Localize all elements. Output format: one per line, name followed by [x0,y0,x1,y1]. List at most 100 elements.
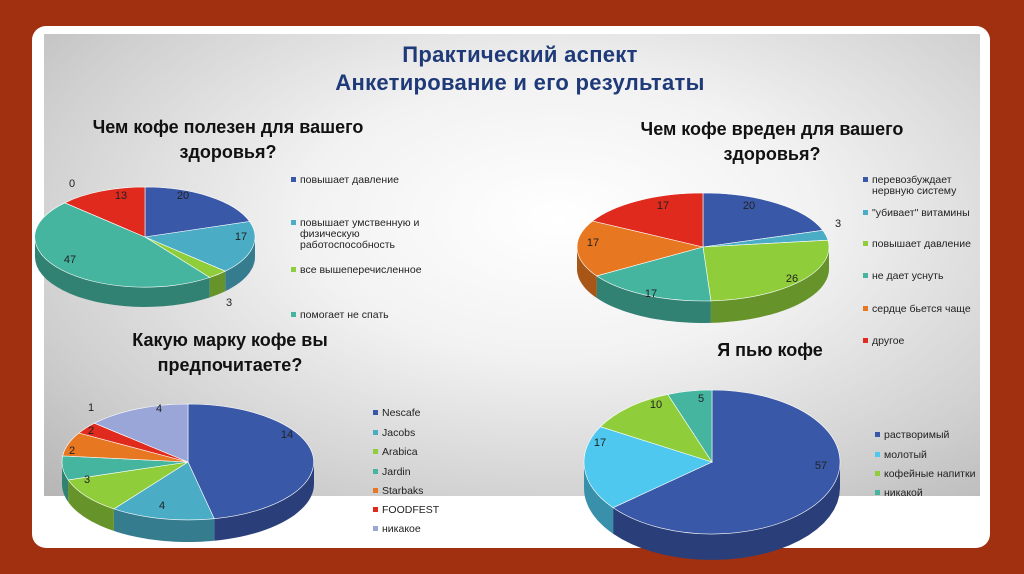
pie-1-sides [35,237,255,307]
legend-label-1-2: работоспособность [300,239,396,251]
pie-4-value-label-4: 5 [698,393,704,405]
legend-swatch-3-6 [373,507,378,512]
chart-2-title-line-1: Чем кофе вреден для вашего [640,119,904,139]
pie-3-value-label-3: 3 [84,474,90,486]
pie-3-slice-1 [187,403,314,520]
legend-label-1-3: все вышеперечисленное [300,264,422,276]
legend-label-2-1: перевозбуждает [872,174,952,186]
legend-label-1-4: помогает не спать [300,309,389,321]
legend-swatch-3-5 [373,488,378,493]
pie-1-slices [34,186,256,288]
pie-3-value-label-7: 4 [156,403,162,415]
legend-label-4-2: молотый [884,449,927,461]
legend-swatch-1-4 [291,312,296,317]
pie-1-value-label-5: 13 [115,190,127,202]
chart-2-title: Чем кофе вреден для вашего здоровья? [592,117,952,167]
pie-2-value-label-1: 20 [743,200,755,212]
pie-1-value-label-4: 47 [64,254,76,266]
legend-swatch-2-3 [863,241,868,246]
pie-2-value-label-6: 17 [657,200,669,212]
legend-swatch-1-1 [291,177,296,182]
pie-4-side-2 [584,462,614,534]
legend-swatch-2-2 [863,210,868,215]
pie-2-sides [577,247,829,323]
pie-1-value-label-1: 20 [177,190,189,202]
pie-4-legend: растворимый молотый кофейные напитки никако… [875,429,976,499]
legend-swatch-2-5 [863,306,868,311]
pie-3-slice-3 [67,461,189,510]
legend-swatch-2-1 [863,177,868,182]
chart-1-title-line-2: здоровья? [179,142,277,162]
legend-label-2-6: другое [872,335,905,347]
pie-2-slice-3 [702,239,830,302]
pie-4-slices [583,389,841,535]
legend-swatch-3-7 [373,526,378,531]
pie-2-side-5 [577,247,597,298]
pie-2-slice-5 [576,220,704,277]
pie-4-side-1 [613,462,840,560]
legend-label-1-1: повышает давление [300,174,399,186]
pie-1-legend: повышает давление повышает умственную ифи… [291,174,422,321]
pie-2-side-4 [596,275,711,323]
pie-chart-1: 20 17 3 47 13 0 повышает давление повышает умст… [34,174,422,321]
chart-3-title: Какую марку кофе вы предпочитаете? [60,328,400,378]
legend-swatch-4-3 [875,471,880,476]
legend-label-1-2: физическую [300,228,360,240]
legend-label-2-1: нервную систему [872,185,957,197]
legend-label-1-2: повышает умственную и [300,217,419,229]
pie-3-side-4 [62,462,69,502]
pie-2-slices [576,192,830,302]
pie-4-slice-3 [599,394,713,463]
legend-swatch-1-3 [291,267,296,272]
pie-1-value-label-2: 17 [235,231,247,243]
pie-1-value-label-6: 0 [69,178,75,190]
pie-3-value-label-6: 1 [88,402,94,414]
pie-2-value-label-3: 26 [786,273,798,285]
legend-label-2-2: "убивает" витамины [872,207,970,219]
legend-swatch-2-6 [863,338,868,343]
legend-swatch-3-4 [373,469,378,474]
pie-3-value-label-5: 2 [88,425,94,437]
pie-3-side-3 [68,479,114,531]
pie-1-value-label-3: 3 [226,297,232,309]
chart-3-title-line-1: Какую марку кофе вы [132,330,328,350]
legend-swatch-2-4 [863,273,868,278]
pie-2-value-label-2: 3 [835,218,841,230]
legend-label-3-4: Jardin [382,466,411,478]
pie-4-slice-4 [667,389,713,464]
legend-label-3-1: Nescafe [382,407,421,419]
pie-4-slice-2 [583,426,713,509]
pie-3-side-2 [113,508,215,542]
pie-3-side-1 [214,462,314,541]
legend-swatch-4-4 [875,490,880,495]
slide-title-line-1: Практический аспект [402,42,638,67]
pie-1-side-4 [35,237,210,307]
legend-label-4-4: никакой [884,487,923,499]
slide-title-line-2: Анкетирование и его результаты [335,70,705,95]
pie-2-slice-1 [702,192,824,248]
pie-3-slice-7 [93,403,189,463]
legend-swatch-1-2 [291,220,296,225]
legend-label-3-7: никакое [382,523,421,535]
legend-label-2-5: сердце бьется чаще [872,303,971,315]
pie-2-value-label-5: 17 [587,237,599,249]
pie-1-slice-5 [64,186,146,238]
legend-label-3-6: FOODFEST [382,504,440,516]
pie-4-value-label-3: 10 [650,399,662,411]
chart-4-title: Я пью кофе [690,338,850,363]
legend-label-2-4: не дает уснуть [872,270,944,282]
chart-1-title: Чем кофе полезен для вашего здоровья? [48,115,408,165]
pie-4-sides [584,462,840,560]
pie-2-slice-4 [595,246,712,302]
chart-1-title-line-1: Чем кофе полезен для вашего [92,117,364,137]
pie-3-legend: Nescafe Jacobs Arabica Jardin Starbaks FOODFE… [373,407,440,535]
legend-swatch-4-2 [875,452,880,457]
legend-label-4-1: растворимый [884,429,950,441]
pie-3-value-label-1: 14 [281,429,293,441]
chart-2-title-line-2: здоровья? [723,144,821,164]
pie-4-value-label-1: 57 [815,460,827,472]
pie-1-slice-1 [144,186,251,238]
pie-1-side-2 [225,237,255,292]
